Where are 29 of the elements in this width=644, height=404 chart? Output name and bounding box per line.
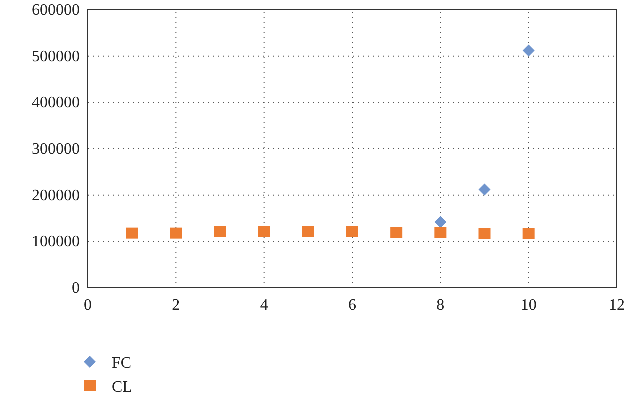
point	[478, 228, 491, 240]
y-tick-label: 0	[72, 280, 80, 297]
point	[302, 226, 314, 238]
x-tick-label: 8	[436, 297, 445, 314]
point	[346, 226, 358, 238]
point	[434, 216, 447, 228]
point	[390, 227, 403, 238]
y-tick-label: 200000	[32, 187, 80, 204]
y-tick-label: 400000	[32, 94, 80, 112]
x-tick-label: 2	[172, 297, 180, 314]
x-tick-label: 4	[260, 297, 268, 314]
point	[434, 227, 447, 238]
point	[522, 44, 535, 57]
y-tick-label: 500000	[32, 48, 80, 66]
point	[126, 228, 138, 239]
x-tick-label: 12	[609, 297, 625, 314]
y-tick-label: 300000	[32, 141, 80, 158]
point	[170, 228, 182, 239]
x-tick-label: 6	[348, 297, 356, 314]
point	[522, 228, 535, 240]
point	[258, 226, 270, 238]
x-tick-label: 10	[520, 297, 537, 314]
legend-label: CL	[112, 379, 132, 396]
point	[214, 226, 226, 238]
x-tick-label: 0	[84, 297, 92, 314]
y-tick-label: 600000	[32, 2, 80, 19]
point	[478, 184, 491, 196]
y-tick-label: 100000	[32, 234, 80, 251]
legend-label: FC	[112, 355, 132, 372]
